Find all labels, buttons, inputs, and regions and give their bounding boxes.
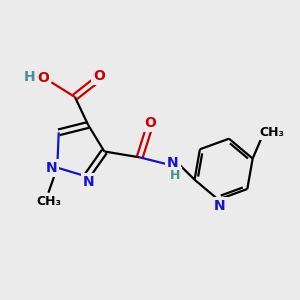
Text: H: H [170, 169, 180, 182]
Text: N: N [214, 199, 226, 213]
Text: N: N [46, 161, 57, 175]
Text: H: H [23, 70, 35, 84]
Text: N: N [83, 175, 95, 189]
Text: CH₃: CH₃ [259, 126, 284, 139]
Text: CH₃: CH₃ [36, 195, 61, 208]
Text: O: O [144, 116, 156, 130]
Text: O: O [93, 68, 105, 83]
Text: N: N [167, 156, 178, 170]
Text: O: O [37, 71, 49, 85]
